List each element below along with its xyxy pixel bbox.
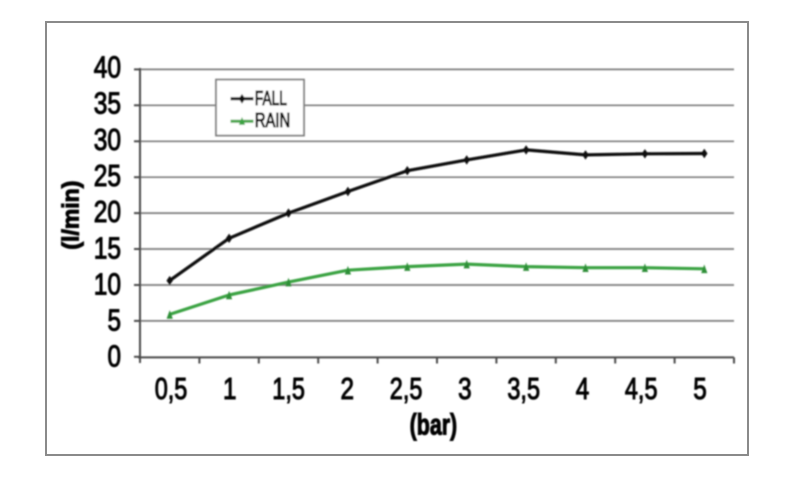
- svg-text:15: 15: [94, 231, 121, 265]
- svg-text:2: 2: [341, 372, 355, 406]
- svg-text:3,5: 3,5: [507, 372, 540, 406]
- svg-text:FALL: FALL: [255, 87, 287, 110]
- svg-text:4,5: 4,5: [625, 372, 658, 406]
- svg-text:3: 3: [458, 372, 472, 406]
- svg-text:(bar): (bar): [410, 409, 458, 442]
- svg-text:5: 5: [693, 372, 707, 406]
- svg-text:4: 4: [576, 372, 590, 406]
- svg-text:0,5: 0,5: [155, 372, 188, 406]
- svg-text:40: 40: [94, 50, 121, 84]
- svg-text:25: 25: [94, 159, 121, 193]
- svg-text:20: 20: [94, 195, 121, 229]
- svg-text:2,5: 2,5: [390, 372, 423, 406]
- svg-text:1: 1: [223, 372, 237, 406]
- svg-text:30: 30: [94, 123, 121, 157]
- svg-text:RAIN: RAIN: [255, 109, 290, 132]
- svg-text:1,5: 1,5: [272, 372, 305, 406]
- svg-text:0: 0: [108, 340, 122, 374]
- svg-text:10: 10: [94, 268, 121, 302]
- svg-text:35: 35: [94, 87, 121, 121]
- svg-text:(l/min): (l/min): [58, 181, 84, 250]
- svg-text:5: 5: [108, 304, 122, 338]
